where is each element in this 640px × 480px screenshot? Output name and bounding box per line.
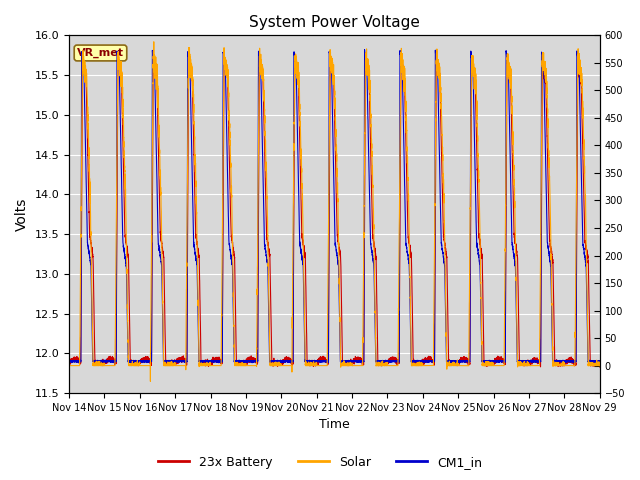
Text: VR_met: VR_met [77,48,124,58]
Legend: 23x Battery, Solar, CM1_in: 23x Battery, Solar, CM1_in [153,451,487,474]
X-axis label: Time: Time [319,419,349,432]
Y-axis label: Volts: Volts [15,198,29,231]
Title: System Power Voltage: System Power Voltage [249,15,420,30]
